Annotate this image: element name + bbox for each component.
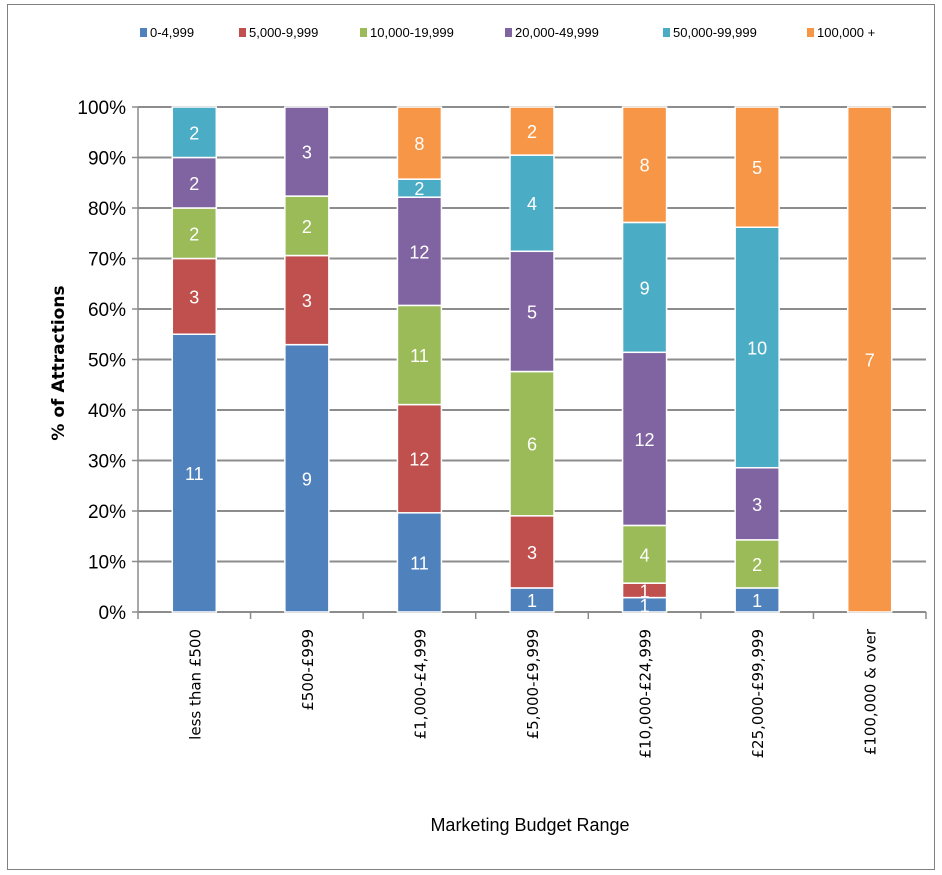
y-tick-label: 80%	[88, 199, 126, 220]
bar-segment	[396, 106, 443, 180]
legend-swatch	[239, 28, 246, 37]
legend-label: 50,000-99,999	[673, 25, 757, 40]
y-tick-label: 0%	[99, 603, 127, 624]
x-axis-label: Marketing Budget Range	[430, 815, 629, 835]
bar-segment	[734, 106, 780, 228]
data-label: 5	[752, 158, 762, 178]
bar-segment	[396, 304, 443, 406]
data-label: 11	[410, 346, 429, 366]
bar-segment	[396, 196, 443, 307]
x-tick-label: £25,000-£99,999	[749, 629, 767, 758]
bar-segment	[621, 221, 668, 354]
legend-label: 5,000-9,999	[249, 25, 318, 40]
data-label: 2	[414, 179, 424, 199]
bar-segment	[734, 226, 780, 469]
bar-segment	[284, 343, 330, 613]
data-label: 3	[752, 495, 762, 515]
data-label: 2	[189, 123, 199, 143]
bar-segment	[171, 207, 218, 260]
data-label: 8	[414, 134, 424, 154]
stacked-bar-chart: 0-4,999 5,000-9,999 10,000-19,999 20,000-49…	[49, 25, 927, 835]
bar-segment	[509, 587, 555, 613]
y-tick-label: 100%	[77, 98, 126, 119]
bar-segment	[621, 106, 668, 224]
data-label: 3	[189, 287, 199, 307]
y-tick-label: 70%	[88, 250, 126, 271]
data-label: 4	[640, 545, 650, 565]
legend-swatch	[505, 28, 512, 37]
data-label: 2	[189, 224, 199, 244]
data-label: 3	[527, 543, 537, 563]
legend-swatch	[663, 28, 670, 37]
bar-segment	[621, 524, 668, 584]
x-tick-label: £500-£999	[299, 629, 317, 711]
y-tick-label: 40%	[88, 401, 126, 422]
data-label: 12	[409, 450, 429, 470]
legend-swatch	[360, 28, 367, 37]
data-label: 7	[865, 351, 875, 371]
y-tick-label: 90%	[88, 149, 126, 170]
data-label: 11	[410, 553, 429, 573]
data-label: 2	[527, 122, 537, 142]
legend-label: 10,000-19,999	[370, 25, 454, 40]
legend-label: 100,000 +	[817, 25, 875, 40]
data-label: 1	[527, 591, 537, 611]
data-label: 10	[747, 338, 767, 358]
data-label: 11	[185, 464, 204, 484]
bar-segment	[284, 106, 330, 197]
data-label: 1	[752, 591, 762, 611]
y-tick-label: 60%	[88, 300, 126, 321]
data-label: 9	[640, 278, 650, 298]
bar-segment	[509, 515, 555, 589]
data-label: 8	[640, 156, 650, 176]
y-axis-label: % of Attractions	[49, 285, 69, 440]
data-label: 12	[409, 242, 429, 262]
data-label: 1	[640, 596, 650, 616]
bar-segment	[509, 154, 555, 253]
y-axis-ticks: 0% 10% 20% 30% 40% 50% 60% 70% 80% 90% 100%	[77, 98, 138, 624]
bar-segment	[621, 351, 668, 527]
legend: 0-4,999 5,000-9,999 10,000-19,999 20,000-49…	[140, 25, 875, 40]
data-label: 5	[527, 302, 537, 322]
data-label: 2	[302, 217, 312, 237]
bar-segment	[509, 250, 555, 373]
x-tick-label: less than £500	[186, 629, 204, 740]
legend-label: 0-4,999	[150, 25, 194, 40]
data-label: 9	[302, 469, 312, 489]
y-tick-label: 10%	[88, 553, 126, 574]
data-label: 4	[527, 194, 537, 214]
data-label: 1	[640, 581, 650, 601]
x-axis	[137, 107, 927, 619]
bar-segment	[846, 106, 893, 613]
data-label: 3	[302, 143, 312, 163]
legend-swatch	[807, 28, 814, 37]
legend-label: 20,000-49,999	[515, 25, 599, 40]
bar-segment	[509, 106, 555, 156]
x-tick-label: £10,000-£24,999	[637, 629, 655, 758]
x-tick-label: £5,000-£9,999	[524, 629, 542, 739]
bar-segment	[171, 333, 218, 613]
data-label: 6	[527, 435, 537, 455]
x-tick-label: £100,000 & over	[862, 628, 880, 755]
data-label: 3	[302, 291, 312, 311]
chart-frame: 0-4,999 5,000-9,999 10,000-19,999 20,000-49…	[7, 4, 935, 870]
y-tick-label: 30%	[88, 452, 126, 473]
y-tick-label: 20%	[88, 502, 126, 523]
bar-segment	[171, 106, 218, 159]
bar-segment	[396, 403, 443, 514]
data-label: 2	[752, 555, 762, 575]
x-axis-tick-labels: less than £500 £500-£999 £1,000-£4,999 £5,0…	[186, 628, 879, 758]
bar-segment	[284, 254, 330, 346]
data-label: 2	[189, 174, 199, 194]
y-tick-label: 50%	[88, 351, 126, 372]
legend-swatch	[140, 28, 147, 37]
x-tick-label: £1,000-£4,999	[411, 629, 429, 739]
data-label: 12	[635, 430, 655, 450]
